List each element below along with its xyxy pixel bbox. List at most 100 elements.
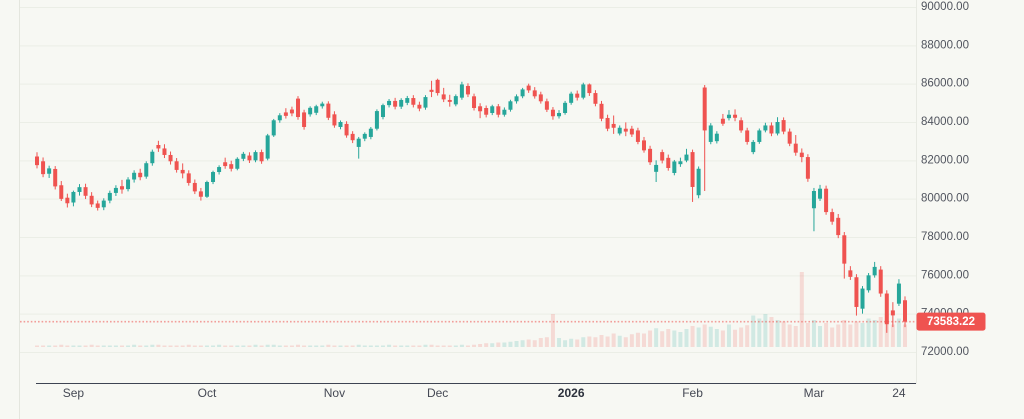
candle-body [842, 235, 847, 264]
candle-body [253, 152, 258, 161]
candle-body [144, 163, 149, 177]
time-axis[interactable]: Sep Oct Nov Dec 2026 Feb Mar 24 [63, 386, 906, 400]
volume-bar [484, 343, 489, 347]
volume-bar [65, 345, 70, 347]
volume-bar [393, 345, 398, 347]
candle-body [223, 162, 228, 167]
price-tick-label: 82000.00 [921, 154, 969, 166]
volume-bar [836, 324, 841, 347]
volume-layer [35, 272, 907, 347]
price-tick-label: 72000.00 [921, 346, 969, 358]
volume-bar [192, 345, 197, 347]
candle-body [678, 161, 683, 165]
candle-body [654, 164, 659, 172]
volume-bar [283, 345, 288, 347]
volume-bar [678, 332, 683, 347]
volume-bar [896, 318, 901, 347]
candle-body [781, 120, 786, 132]
candle-body [89, 195, 94, 205]
volume-bar [860, 323, 865, 347]
volume-bar [751, 315, 756, 347]
volume-bar [569, 338, 574, 347]
volume-bar [660, 331, 665, 347]
volume-bar [611, 333, 616, 347]
candle-body [83, 187, 88, 196]
candle-body [308, 107, 313, 115]
candle-body [635, 130, 640, 142]
candle-body [745, 130, 750, 142]
price-tick-label: 80000.00 [921, 193, 969, 205]
volume-bar [854, 321, 859, 347]
candle-body [599, 103, 604, 119]
volume-bar [126, 345, 131, 347]
candle-body [107, 192, 112, 201]
volume-bar [253, 344, 258, 347]
candle-body [708, 125, 713, 142]
time-tick-label: 2026 [558, 386, 585, 400]
volume-bar [399, 345, 404, 347]
candle-body [587, 84, 592, 94]
volume-bar [344, 345, 349, 347]
volume-bar [302, 345, 307, 347]
candle-body [878, 269, 883, 294]
volume-bar [229, 345, 234, 347]
candle-body [593, 93, 598, 104]
volume-bar [842, 320, 847, 347]
volume-bar [623, 337, 628, 347]
candle-body [733, 114, 738, 118]
volume-bar [89, 344, 94, 347]
volume-bar [198, 345, 203, 347]
volume-bar [247, 345, 252, 347]
candle-body [478, 106, 483, 112]
candle-body [320, 103, 325, 107]
volume-bar [447, 345, 452, 347]
volume-bar [217, 344, 222, 347]
volume-bar [587, 336, 592, 347]
volume-bar [35, 345, 39, 347]
candle-body [484, 108, 489, 115]
volume-bar [429, 344, 434, 347]
volume-bar [180, 345, 185, 347]
volume-bar [502, 342, 507, 347]
candle-body [211, 172, 216, 182]
candle-body [605, 117, 610, 129]
volume-bar [733, 329, 738, 347]
time-tick-label: Dec [427, 386, 448, 400]
candle-body [854, 277, 859, 307]
price-tag-text: 73583.22 [927, 316, 975, 328]
volume-bar [271, 344, 276, 347]
volume-bar [405, 345, 410, 347]
volume-bar [174, 345, 179, 347]
candle-body [496, 106, 501, 115]
candle-body [836, 217, 841, 236]
candle-body [113, 187, 118, 193]
candle-body [47, 168, 52, 174]
candle-body [350, 133, 355, 141]
candle-body [71, 191, 76, 203]
candle-body [648, 148, 653, 163]
volume-bar [781, 321, 786, 347]
candle-body [405, 98, 410, 103]
candle-body [265, 135, 270, 159]
volume-bar [805, 323, 810, 347]
volume-bar [830, 327, 835, 347]
candle-body [860, 288, 865, 309]
candle-body [344, 123, 349, 136]
candle-body [126, 179, 131, 190]
volume-bar [144, 345, 149, 347]
volume-bar [417, 345, 422, 347]
candle-body [623, 128, 628, 132]
volume-bar [411, 345, 416, 347]
price-tick-label: 90000.00 [921, 1, 969, 13]
volume-bar [356, 344, 361, 347]
volume-bar [211, 345, 216, 347]
candle-body [811, 191, 816, 209]
candle-body [229, 164, 234, 169]
candle-body [472, 96, 477, 109]
volume-bar [368, 345, 373, 347]
volume-bar [314, 345, 319, 347]
volume-bar [538, 338, 543, 347]
price-tick-label: 84000.00 [921, 116, 969, 128]
volume-bar [138, 345, 143, 347]
